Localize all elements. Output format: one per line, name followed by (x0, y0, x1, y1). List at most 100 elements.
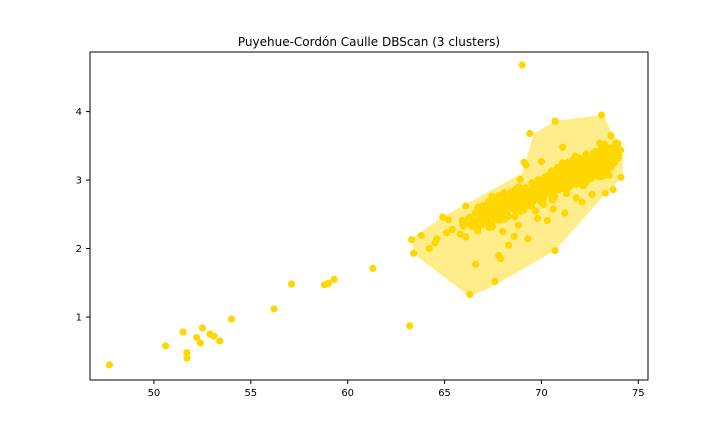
data-point (546, 185, 553, 192)
data-point (524, 235, 531, 242)
data-point (519, 61, 526, 68)
data-point (271, 305, 278, 312)
data-point (517, 176, 524, 183)
data-point (559, 144, 566, 151)
data-point (534, 215, 541, 222)
data-point (536, 189, 543, 196)
data-point (462, 202, 469, 209)
data-point (509, 196, 516, 203)
data-point (489, 202, 496, 209)
data-point (472, 209, 479, 216)
data-point (500, 200, 507, 207)
data-point (604, 145, 611, 152)
data-point (515, 222, 522, 229)
data-point (503, 213, 510, 220)
data-point (491, 278, 498, 285)
data-point (507, 189, 514, 196)
data-point (557, 164, 564, 171)
data-point (408, 236, 415, 243)
data-point (588, 191, 595, 198)
data-point (594, 157, 601, 164)
data-point (608, 163, 615, 170)
data-point (466, 291, 473, 298)
data-point (325, 280, 332, 287)
data-point (532, 207, 539, 214)
data-point (526, 130, 533, 137)
data-point (449, 226, 456, 233)
x-tick-label: 75 (632, 388, 645, 399)
data-point (561, 209, 568, 216)
data-point (607, 132, 614, 139)
data-point (511, 233, 518, 240)
data-point (550, 205, 557, 212)
data-point (570, 162, 577, 169)
data-point (485, 215, 492, 222)
data-point (602, 190, 609, 197)
data-point (505, 242, 512, 249)
data-point (610, 186, 617, 193)
data-point (106, 361, 113, 368)
data-point (179, 329, 186, 336)
y-tick-label: 4 (76, 107, 82, 118)
data-point (216, 337, 223, 344)
chart-title: Puyehue-Cordón Caulle DBScan (3 clusters… (238, 35, 500, 49)
data-point (467, 221, 474, 228)
data-point (197, 339, 204, 346)
data-point (548, 196, 555, 203)
data-point (210, 333, 217, 340)
data-point (555, 186, 562, 193)
data-point (548, 168, 555, 175)
data-point (528, 179, 535, 186)
data-point (551, 247, 558, 254)
data-point (606, 172, 613, 179)
data-point (183, 349, 190, 356)
y-tick-label: 2 (76, 244, 82, 255)
data-point (502, 194, 509, 201)
data-point (288, 281, 295, 288)
data-point (426, 245, 433, 252)
data-point (482, 205, 489, 212)
data-point (162, 342, 169, 349)
data-point (511, 213, 518, 220)
data-point (579, 198, 586, 205)
data-point (540, 201, 547, 208)
x-tick-label: 65 (438, 388, 451, 399)
x-tick-label: 70 (535, 388, 548, 399)
data-point (617, 174, 624, 181)
data-point (462, 233, 469, 240)
data-point (592, 148, 599, 155)
data-point (582, 150, 589, 157)
data-point (573, 194, 580, 201)
data-point (499, 228, 506, 235)
y-tick-label: 3 (76, 176, 82, 187)
data-point (586, 167, 593, 174)
data-point (445, 216, 452, 223)
data-point (600, 164, 607, 171)
data-point (515, 189, 522, 196)
data-point (406, 322, 413, 329)
data-point (565, 181, 572, 188)
data-point (511, 207, 518, 214)
data-point (474, 227, 481, 234)
data-point (486, 224, 493, 231)
x-tick-label: 60 (341, 388, 354, 399)
data-point (572, 153, 579, 160)
data-point (596, 173, 603, 180)
y-tick-label: 1 (76, 313, 82, 324)
data-point (476, 221, 483, 228)
data-point (433, 235, 440, 242)
data-point (538, 158, 545, 165)
data-point (542, 175, 549, 182)
data-point (418, 232, 425, 239)
x-tick-label: 50 (148, 388, 161, 399)
data-point (519, 198, 526, 205)
data-point (569, 173, 576, 180)
x-tick-label: 55 (244, 388, 257, 399)
data-point (497, 255, 504, 262)
data-point (522, 161, 529, 168)
data-point (577, 158, 584, 165)
data-point (228, 316, 235, 323)
data-point (199, 324, 206, 331)
data-point (331, 276, 338, 283)
data-point (458, 217, 465, 224)
